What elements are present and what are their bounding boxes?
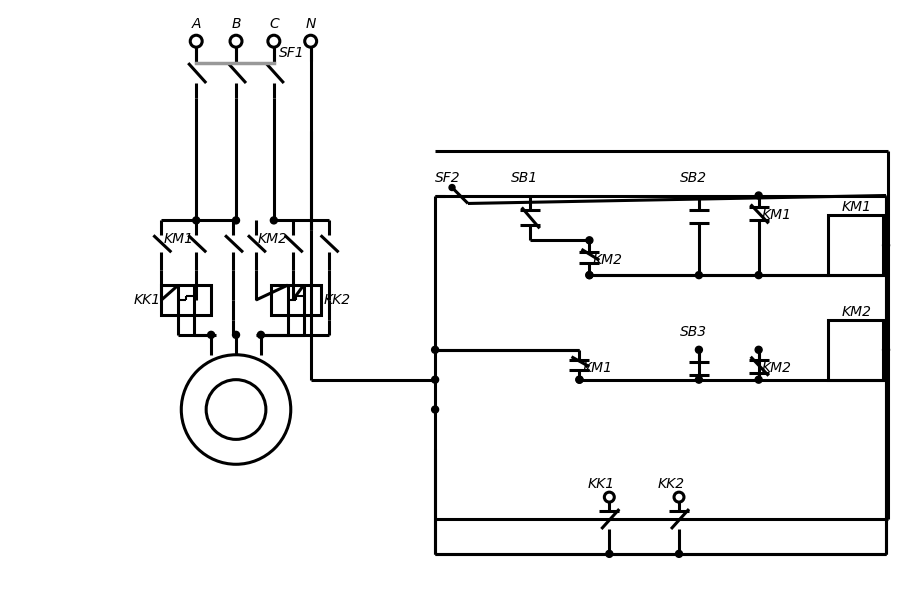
Circle shape <box>585 271 592 279</box>
Text: SF1: SF1 <box>278 46 304 60</box>
Text: SB1: SB1 <box>511 171 538 185</box>
Circle shape <box>606 550 612 558</box>
Circle shape <box>754 192 761 199</box>
Text: SB2: SB2 <box>680 171 707 185</box>
Circle shape <box>304 35 316 47</box>
Circle shape <box>431 346 438 353</box>
Bar <box>827 320 882 379</box>
Text: KM1: KM1 <box>582 361 612 375</box>
Bar <box>161 285 210 315</box>
Text: KM2: KM2 <box>761 361 790 375</box>
Circle shape <box>754 346 761 353</box>
Text: KM2: KM2 <box>257 232 288 246</box>
Circle shape <box>585 271 592 279</box>
Circle shape <box>192 217 199 224</box>
Circle shape <box>695 271 701 279</box>
Circle shape <box>230 35 242 47</box>
Circle shape <box>575 376 583 383</box>
Circle shape <box>575 376 583 383</box>
Circle shape <box>604 492 614 502</box>
Circle shape <box>270 217 277 224</box>
Circle shape <box>190 35 202 47</box>
Circle shape <box>233 217 239 224</box>
Circle shape <box>267 35 279 47</box>
Circle shape <box>208 331 214 339</box>
Text: N: N <box>305 17 315 31</box>
Circle shape <box>233 331 239 339</box>
Circle shape <box>754 376 761 383</box>
Circle shape <box>754 271 761 279</box>
Bar <box>827 215 882 275</box>
Circle shape <box>695 346 701 353</box>
Circle shape <box>431 406 438 413</box>
Circle shape <box>257 331 264 339</box>
Text: SF2: SF2 <box>435 171 460 185</box>
Text: KK2: KK2 <box>323 293 350 307</box>
Circle shape <box>431 376 438 383</box>
Text: KM1: KM1 <box>164 232 193 246</box>
Circle shape <box>881 346 889 353</box>
Text: KK1: KK1 <box>133 293 161 307</box>
Text: KM2: KM2 <box>840 305 870 319</box>
Text: KM1: KM1 <box>840 201 870 215</box>
Circle shape <box>675 550 682 558</box>
Text: C: C <box>268 17 278 31</box>
Text: KM1: KM1 <box>761 209 790 223</box>
Bar <box>270 285 321 315</box>
Text: KK2: KK2 <box>657 477 684 491</box>
Text: KM2: KM2 <box>592 253 622 267</box>
Text: A: A <box>191 17 200 31</box>
Text: KK1: KK1 <box>587 477 614 491</box>
Circle shape <box>695 376 701 383</box>
Circle shape <box>674 492 683 502</box>
Circle shape <box>881 242 889 249</box>
Circle shape <box>585 237 592 244</box>
Text: B: B <box>231 17 241 31</box>
Circle shape <box>448 185 455 190</box>
Text: SB3: SB3 <box>680 325 707 339</box>
